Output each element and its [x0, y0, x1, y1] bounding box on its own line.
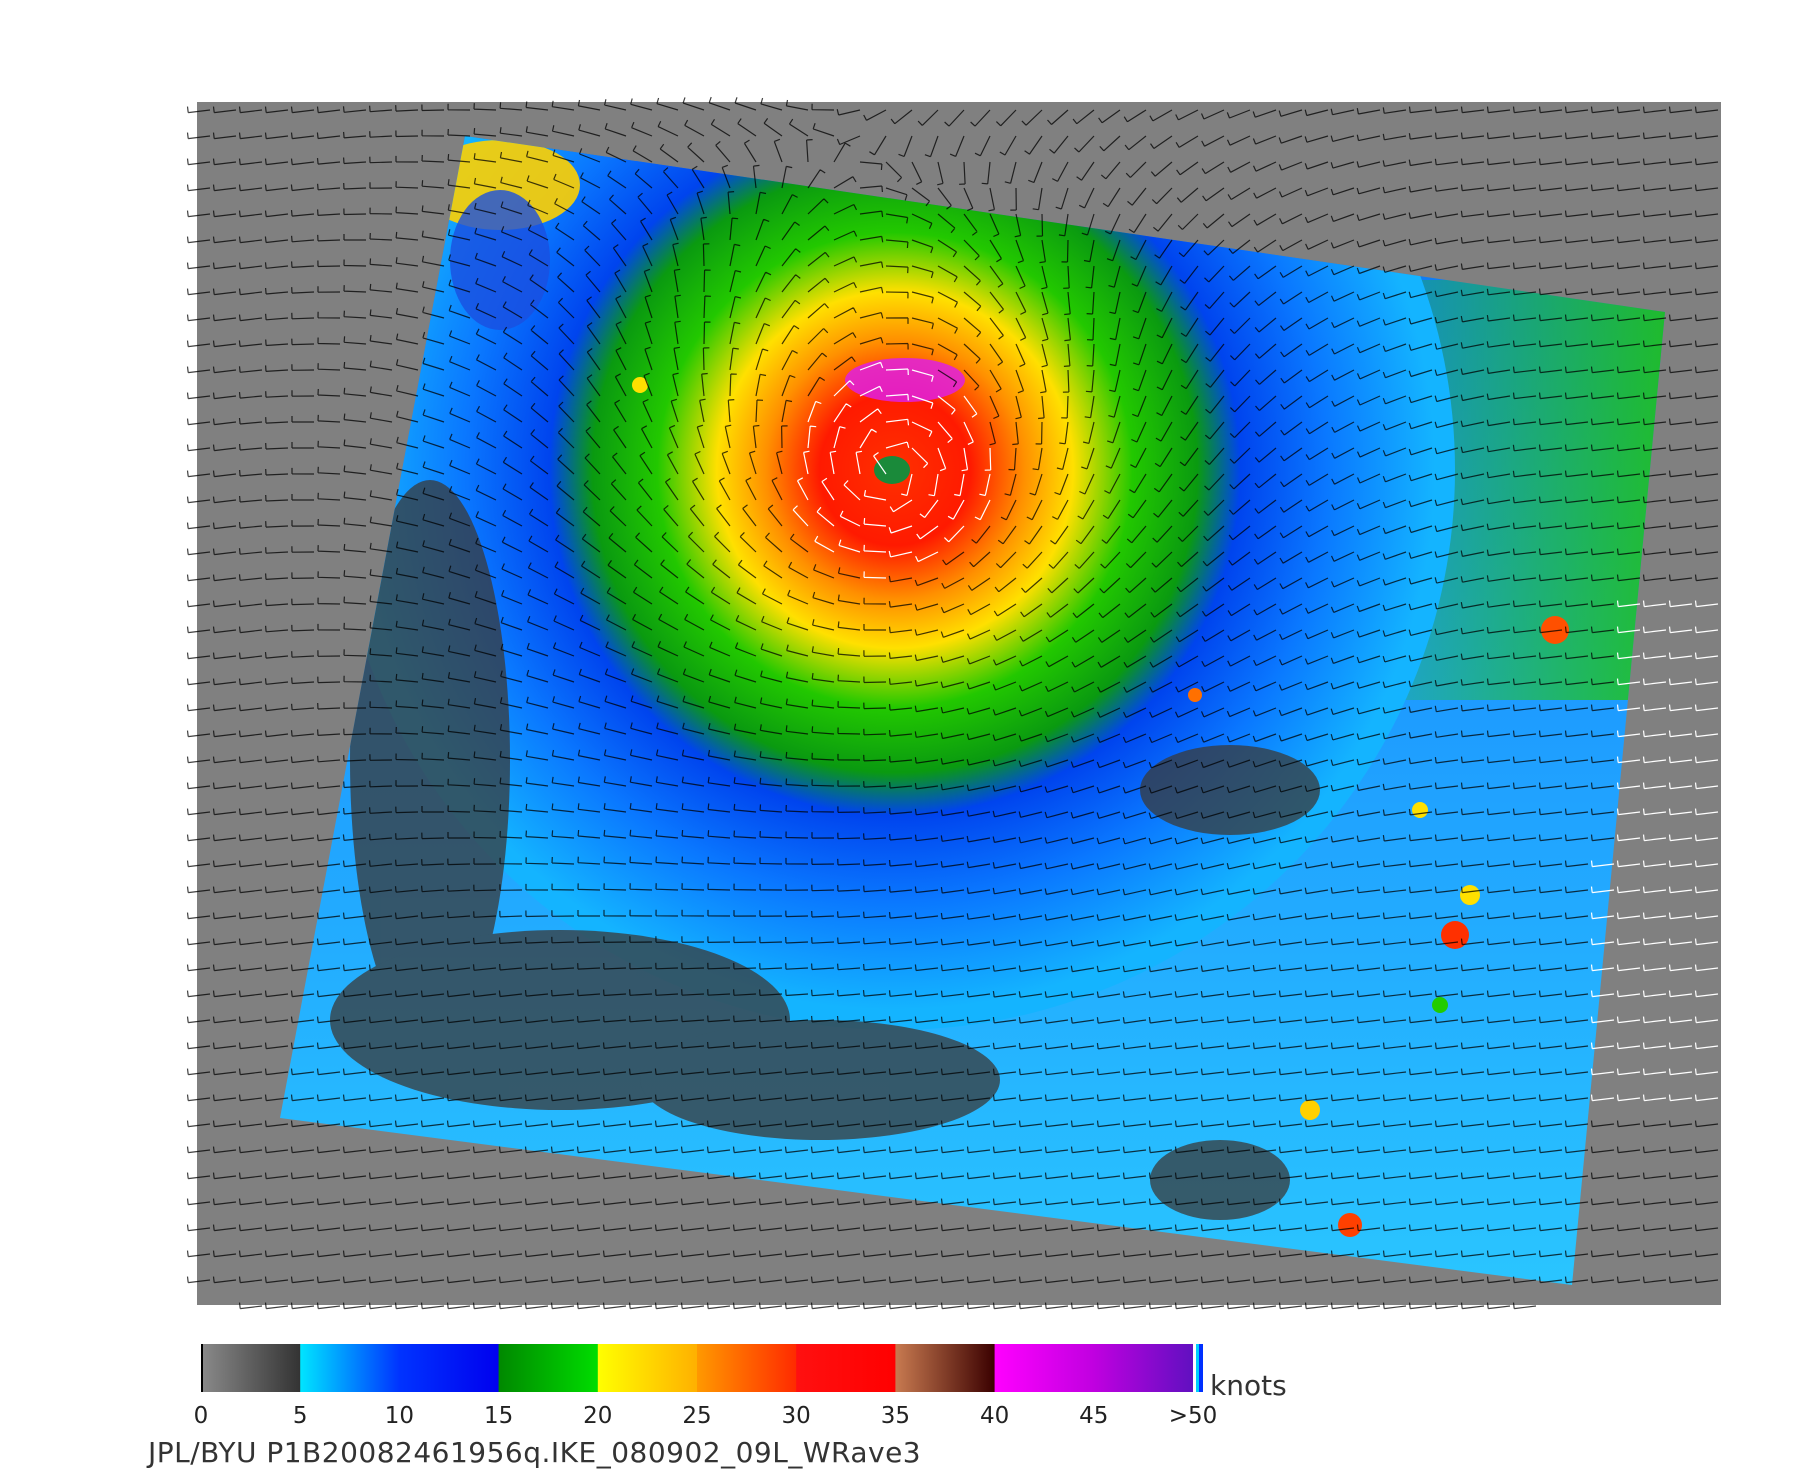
colorbar: knots 0 5 10 15 20 25 30 35 40 45 >50	[194, 1344, 1287, 1429]
colorbar-tick-label: 30	[782, 1403, 811, 1429]
figure-caption: JPL/BYU P1B20082461956q.IKE_080902_09L_W…	[148, 1436, 922, 1469]
colorbar-tick-label: 5	[293, 1403, 308, 1429]
colorbar-band	[994, 1344, 1095, 1392]
colorbar-tick-label: 25	[682, 1403, 711, 1429]
wind-barb-set-dark	[186, 96, 1719, 1310]
colorbar-tick-label: 10	[385, 1403, 414, 1429]
colorbar-band	[201, 1344, 301, 1392]
colorbar-band	[796, 1344, 896, 1392]
colorbar-unit-label: knots	[1210, 1369, 1287, 1402]
wind-barb-set-light	[792, 361, 1719, 1102]
colorbar-tick-label: 0	[194, 1403, 209, 1429]
colorbar-band	[697, 1344, 797, 1392]
rain-cells	[632, 377, 1569, 1237]
colorbar-band	[597, 1344, 698, 1392]
colorbar-band	[1093, 1344, 1194, 1392]
colorbar-tick-label: >50	[1169, 1403, 1218, 1429]
hurricane-eye	[874, 456, 910, 484]
colorbar-band	[300, 1344, 500, 1392]
wind-barbs	[186, 96, 1719, 1310]
colorbar-tick-label: 45	[1079, 1403, 1108, 1429]
colorbar-band	[498, 1344, 599, 1392]
low-wind-region	[330, 480, 1320, 1220]
colorbar-band	[895, 1344, 996, 1392]
colorbar-tick-label: 20	[583, 1403, 612, 1429]
colorbar-tick-label: 15	[484, 1403, 513, 1429]
colorbar-tick-label: 35	[881, 1403, 910, 1429]
colorbar-tick-label: 40	[980, 1403, 1009, 1429]
